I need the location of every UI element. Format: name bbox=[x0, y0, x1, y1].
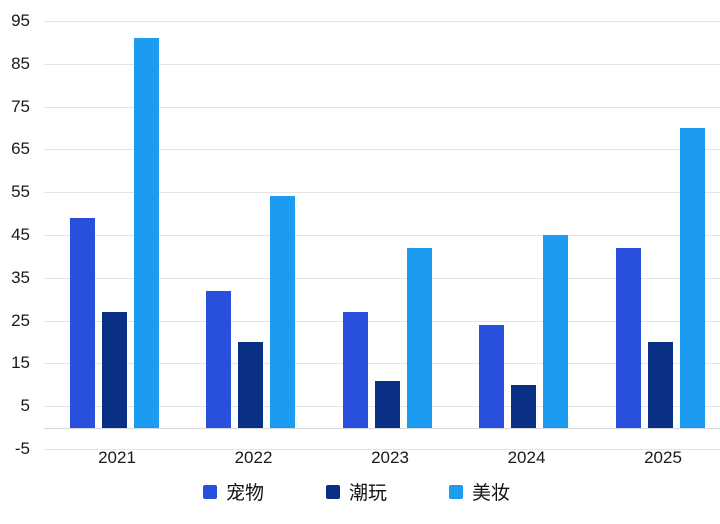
bar-2024-trendy-toys[interactable] bbox=[511, 384, 536, 428]
legend-item-beauty[interactable]: 美妆 bbox=[449, 478, 510, 505]
y-axis-tick-label: 25 bbox=[11, 310, 30, 330]
bar-2023-beauty[interactable] bbox=[406, 247, 432, 428]
gridline bbox=[44, 449, 720, 450]
gridline bbox=[44, 320, 720, 322]
legend-item-trendy-toys[interactable]: 潮玩 bbox=[326, 478, 387, 505]
y-axis-tick-label: 95 bbox=[11, 11, 30, 30]
bar-2025-beauty[interactable] bbox=[679, 128, 705, 428]
gridline bbox=[44, 149, 720, 151]
y-axis-tick-label: 5 bbox=[20, 396, 30, 416]
gridline bbox=[44, 63, 720, 65]
legend-label-beauty: 美妆 bbox=[472, 483, 511, 504]
y-axis-tick-label: 85 bbox=[11, 53, 30, 73]
bar-2021-beauty[interactable] bbox=[133, 38, 159, 428]
bar-2023-pets[interactable] bbox=[342, 312, 368, 428]
x-axis-label-2024: 2024 bbox=[507, 448, 546, 467]
legend: 宠物 潮玩 美妆 bbox=[203, 478, 510, 505]
y-axis-tick-label: 65 bbox=[11, 139, 30, 159]
y-axis-tick-label: 45 bbox=[11, 225, 30, 244]
y-axis-tick-label: -5 bbox=[14, 439, 30, 458]
bar-2025-pets[interactable] bbox=[615, 247, 641, 428]
x-axis-baseline bbox=[44, 427, 720, 429]
gridline bbox=[44, 363, 720, 365]
gridline bbox=[44, 192, 720, 194]
bar-2022-pets[interactable] bbox=[206, 290, 231, 428]
y-axis-tick-label: 55 bbox=[11, 182, 30, 202]
gridline bbox=[44, 21, 720, 22]
bar-2021-pets[interactable] bbox=[69, 217, 95, 428]
legend-label-trendy-toys: 潮玩 bbox=[349, 483, 388, 504]
bar-2021-trendy-toys[interactable] bbox=[101, 312, 127, 428]
legend-swatch-beauty bbox=[449, 484, 464, 499]
bar-2022-trendy-toys[interactable] bbox=[238, 342, 263, 428]
legend-swatch-trendy-toys bbox=[326, 484, 341, 499]
legend-label-pets: 宠物 bbox=[226, 483, 265, 504]
y-axis-tick-label: 35 bbox=[11, 267, 30, 287]
x-axis-label-2023: 2023 bbox=[371, 448, 409, 467]
x-axis-label-2021: 2021 bbox=[98, 448, 136, 467]
gridline bbox=[44, 277, 720, 279]
y-axis-tick-label: 75 bbox=[11, 96, 30, 116]
x-axis-label-2022: 2022 bbox=[234, 448, 273, 467]
bar-2023-trendy-toys[interactable] bbox=[374, 380, 400, 428]
x-axis-label-2025: 2025 bbox=[644, 448, 682, 467]
bar-2022-beauty[interactable] bbox=[270, 196, 295, 428]
y-axis-tick-label: 15 bbox=[11, 353, 30, 373]
gridline bbox=[44, 106, 720, 108]
bar-2025-trendy-toys[interactable] bbox=[647, 342, 673, 428]
bar-2024-pets[interactable] bbox=[479, 324, 504, 428]
bar-2024-beauty[interactable] bbox=[543, 235, 568, 428]
legend-swatch-pets bbox=[203, 484, 217, 499]
legend-item-pets[interactable]: 宠物 bbox=[203, 478, 264, 505]
gridline bbox=[44, 235, 720, 236]
